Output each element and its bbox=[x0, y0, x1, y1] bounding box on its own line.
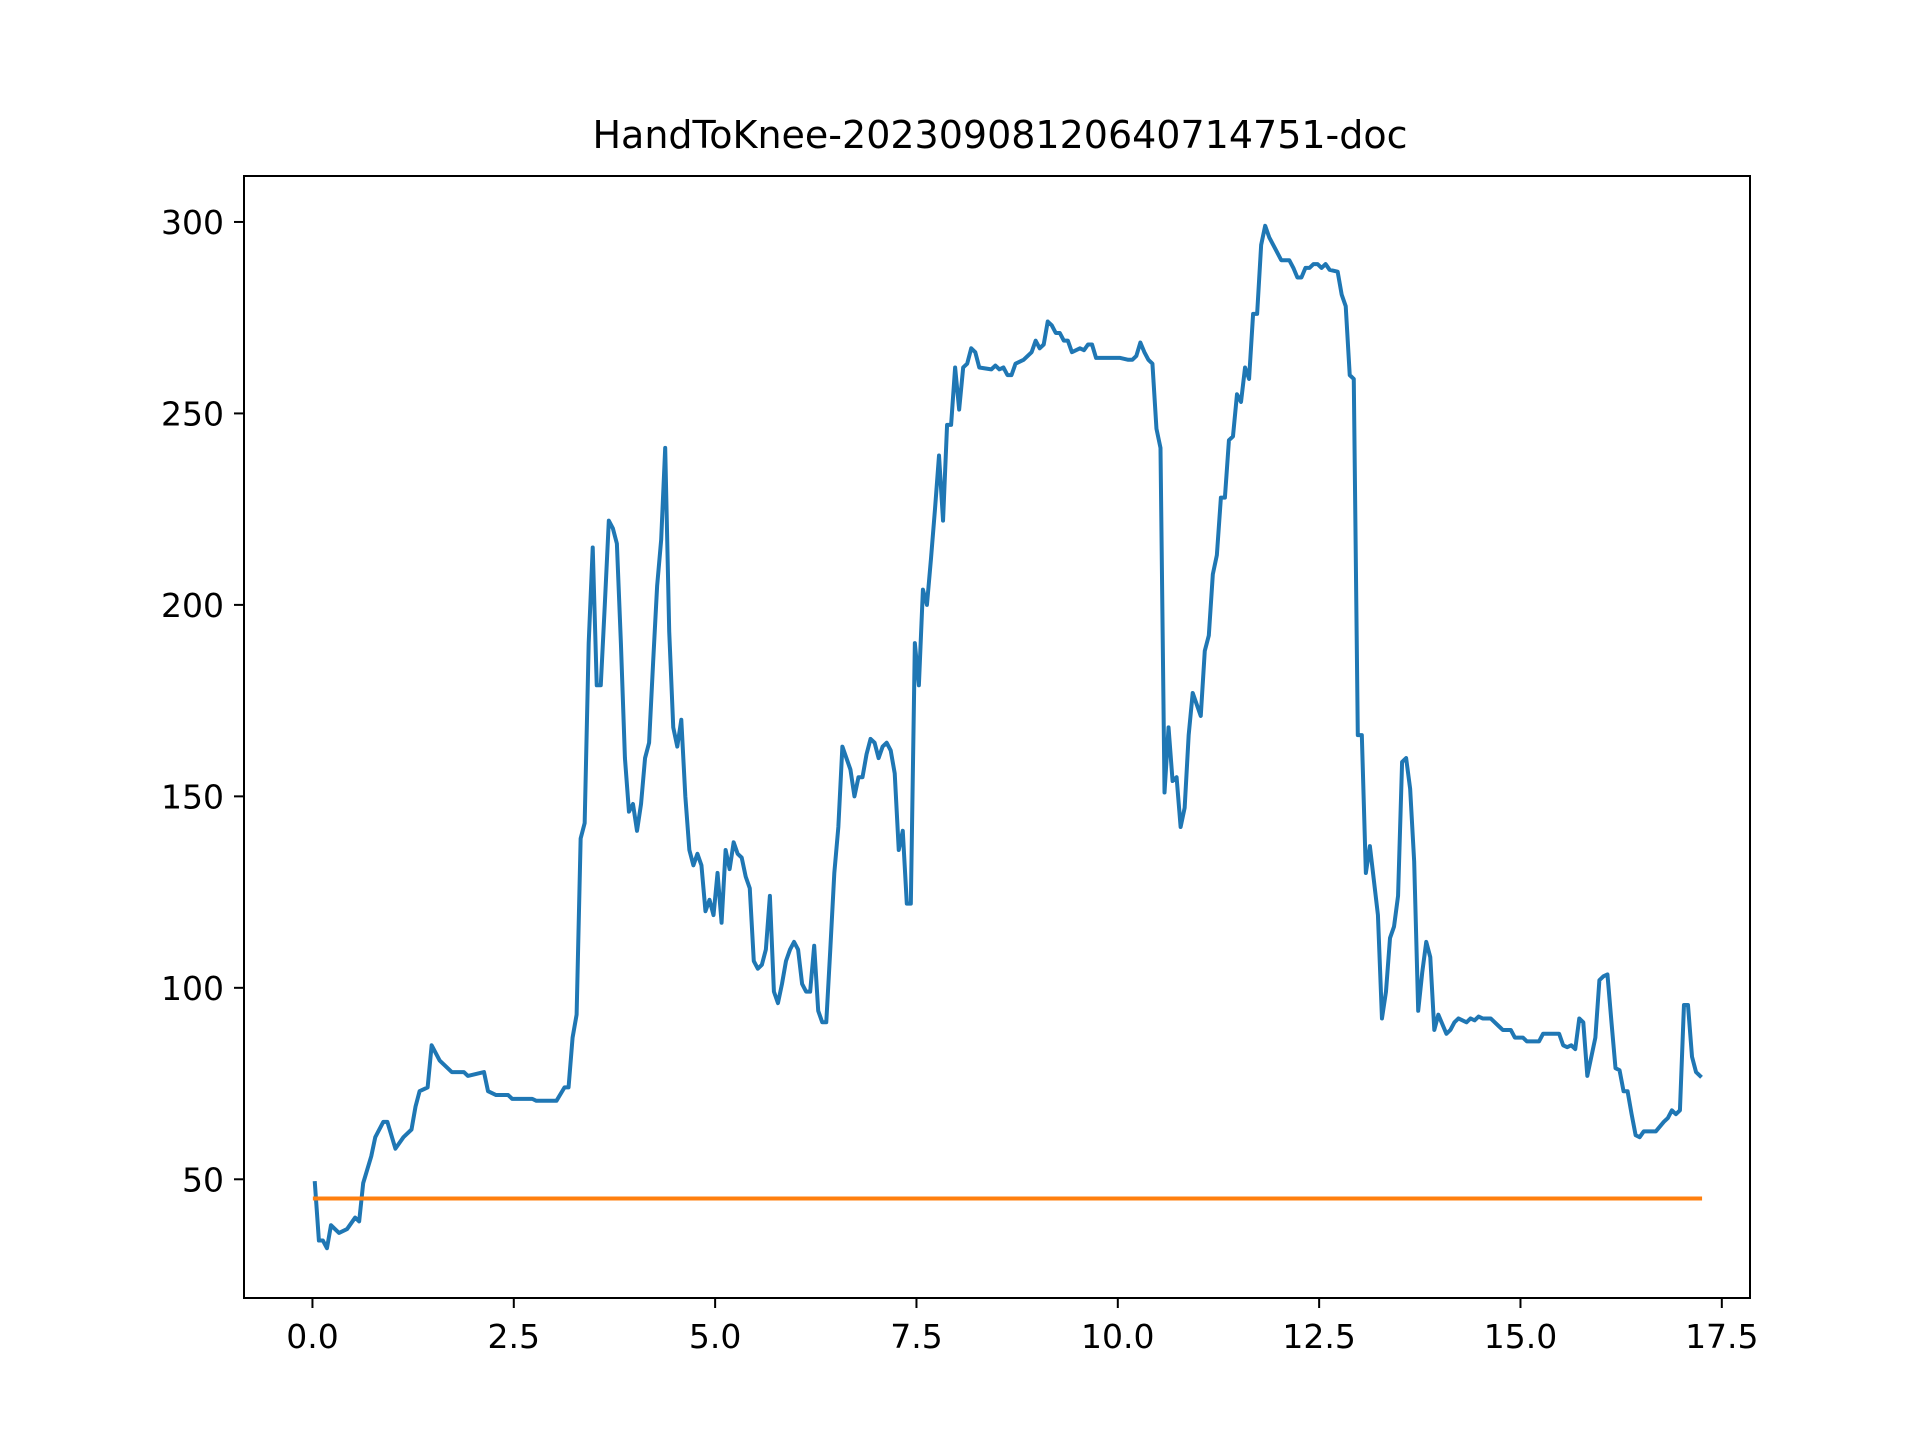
y-tick-label: 200 bbox=[161, 586, 224, 625]
chart-title: HandToKnee-20230908120640714751-doc bbox=[592, 113, 1407, 157]
y-axis: 50 100 150 200 250 300 bbox=[161, 203, 244, 1199]
plot-area-frame bbox=[243, 175, 1751, 1299]
y-tick-label: 250 bbox=[161, 394, 224, 433]
x-tick-label: 2.5 bbox=[488, 1317, 540, 1356]
y-tick-label: 100 bbox=[161, 969, 224, 1008]
y-tick-label: 150 bbox=[161, 777, 224, 816]
x-tick-label: 15.0 bbox=[1484, 1317, 1557, 1356]
y-tick-label: 300 bbox=[161, 203, 224, 242]
y-tick-label: 50 bbox=[182, 1160, 224, 1199]
x-tick-label: 7.5 bbox=[890, 1317, 942, 1356]
series-line-1 bbox=[312, 223, 1703, 1251]
x-tick-label: 0.0 bbox=[286, 1317, 338, 1356]
x-tick-label: 5.0 bbox=[689, 1317, 741, 1356]
x-tick-label: 17.5 bbox=[1685, 1317, 1758, 1356]
x-tick-label: 10.0 bbox=[1081, 1317, 1154, 1356]
x-axis: 0.0 2.5 5.0 7.5 10.0 12.5 15.0 17.5 bbox=[286, 1298, 1759, 1356]
x-tick-label: 12.5 bbox=[1282, 1317, 1355, 1356]
series-layer bbox=[312, 223, 1703, 1251]
